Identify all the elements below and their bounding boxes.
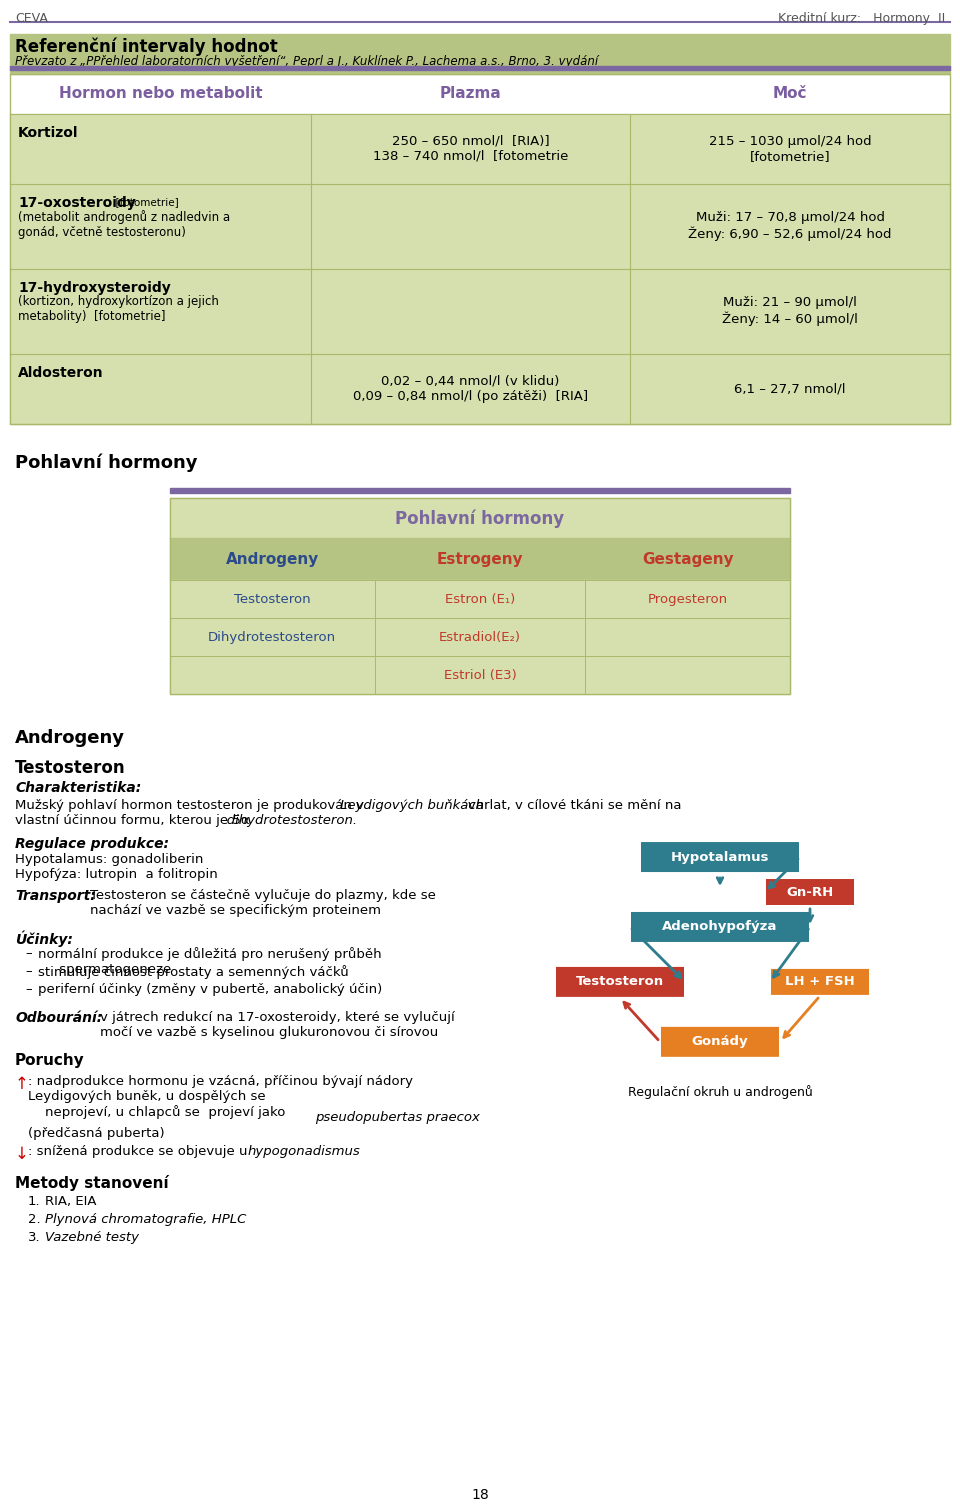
Text: varlat, v cílové tkáni se mění na: varlat, v cílové tkáni se mění na [468,800,682,812]
Text: Gonády: Gonády [692,1035,748,1048]
Text: vlastní účinnou formu, kterou je 5α: vlastní účinnou formu, kterou je 5α [15,815,250,827]
Text: Vazebné testy: Vazebné testy [45,1230,139,1244]
FancyBboxPatch shape [630,911,810,943]
Text: Pohlavní hormony: Pohlavní hormony [15,453,198,471]
Text: Androgeny: Androgeny [226,551,319,566]
Bar [170,657,790,694]
Text: Kreditní kurz:   Hormony  II: Kreditní kurz: Hormony II [778,12,945,26]
Text: Muži: 17 – 70,8 μmol/24 hod
Ženy: 6,90 – 52,6 μmol/24 hod: Muži: 17 – 70,8 μmol/24 hod Ženy: 6,90 –… [688,211,892,241]
FancyBboxPatch shape [765,878,855,907]
Bar [10,66,950,69]
Text: Estron (E₁): Estron (E₁) [444,593,516,605]
Text: : snížená produkce se objevuje u: : snížená produkce se objevuje u [28,1145,252,1158]
Text: Estradiol(E₂): Estradiol(E₂) [439,631,521,643]
Bar [10,74,950,423]
Text: -dihydrotestosteron.: -dihydrotestosteron. [222,815,357,827]
Text: Převzato z „PPřehled laboratorních vyšetření“, Peprl a J., Kuklínek P., Lachema : Převzato z „PPřehled laboratorních vyšet… [15,54,598,68]
Text: Moč: Moč [773,86,807,101]
Text: –: – [25,965,32,977]
FancyBboxPatch shape [555,965,685,998]
Bar [10,354,950,423]
Bar [170,488,790,494]
Text: –: – [25,983,32,995]
Text: (metabolit androgenů z nadledvin a
gonád, včetně testosteronu): (metabolit androgenů z nadledvin a gonád… [18,209,230,239]
Text: Hypotalamus: gonadoliberin
Hypofýza: lutropin  a folitropin: Hypotalamus: gonadoliberin Hypofýza: lut… [15,852,218,881]
FancyBboxPatch shape [660,1026,780,1057]
Text: Leydigových buňkách: Leydigových buňkách [340,800,484,812]
Text: Plazma: Plazma [440,86,501,101]
Text: ↓: ↓ [15,1145,29,1163]
Text: Pohlavní hormony: Pohlavní hormony [396,509,564,527]
Text: Testosteron: Testosteron [15,759,126,777]
Text: 18: 18 [471,1488,489,1503]
Text: Regulace produkce:: Regulace produkce: [15,837,169,851]
Text: 17-oxosteroidy: 17-oxosteroidy [18,196,135,209]
Text: Referenční intervaly hodnot: Referenční intervaly hodnot [15,38,277,56]
Text: 215 – 1030 μmol/24 hod
[fotometrie]: 215 – 1030 μmol/24 hod [fotometrie] [708,136,872,163]
Bar [10,184,950,268]
Text: 0,02 – 0,44 nmol/l (v klidu)
0,09 – 0,84 nmol/l (po zátěži)  [RIA]: 0,02 – 0,44 nmol/l (v klidu) 0,09 – 0,84… [353,375,588,402]
Text: periferní účinky (změny v pubertě, anabolický účin): periferní účinky (změny v pubertě, anabo… [38,983,382,995]
Text: Charakteristika:: Charakteristika: [15,782,141,795]
Text: Estrogeny: Estrogeny [437,551,523,566]
Text: stimuluje činnost prostaty a semenných váčků: stimuluje činnost prostaty a semenných v… [38,965,348,979]
Bar [170,619,790,657]
Text: CEVA: CEVA [15,12,48,26]
Text: Estriol (E3): Estriol (E3) [444,669,516,682]
Text: 17-hydroxysteroidy: 17-hydroxysteroidy [18,280,171,295]
Text: –: – [25,947,32,959]
Text: Metody stanovení: Metody stanovení [15,1175,169,1191]
Text: Androgeny: Androgeny [15,729,125,747]
FancyBboxPatch shape [640,840,800,873]
Text: Dihydrotestosteron: Dihydrotestosteron [208,631,336,643]
Text: ↑: ↑ [15,1075,29,1093]
FancyBboxPatch shape [770,968,870,995]
Text: Testosteron: Testosteron [576,976,664,988]
Bar [10,114,950,184]
Text: Kortizol: Kortizol [18,127,79,140]
Bar [170,498,790,539]
Text: RIA, EIA: RIA, EIA [45,1194,97,1208]
Text: Progesteron: Progesteron [648,593,728,605]
Text: normální produkce je důležitá pro nerušený průběh
     spermatogeneze: normální produkce je důležitá pro neruše… [38,947,382,976]
Text: Adenohypofýza: Adenohypofýza [662,920,778,934]
Text: : nadprodukce hormonu je vzácná, příčinou bývají nádory
Leydigových buněk, u dos: : nadprodukce hormonu je vzácná, příčino… [28,1075,413,1119]
Text: Poruchy: Poruchy [15,1053,84,1068]
Text: pseudopubertas praecox: pseudopubertas praecox [315,1111,480,1123]
Text: Testosteron: Testosteron [234,593,311,605]
Text: v játrech redukcí na 17-oxosteroidy, které se vylučují
močí ve vazbě s kyselinou: v játrech redukcí na 17-oxosteroidy, kte… [100,1011,455,1039]
Text: Plynová chromatografie, HPLC: Plynová chromatografie, HPLC [45,1212,247,1226]
Text: Muži: 21 – 90 μmol/l
Ženy: 14 – 60 μmol/l: Muži: 21 – 90 μmol/l Ženy: 14 – 60 μmol/… [722,297,858,327]
Bar [170,498,790,694]
Bar [10,268,950,354]
Bar [170,580,790,619]
Text: Gn-RH: Gn-RH [786,886,833,899]
Text: Účinky:: Účinky: [15,931,73,947]
Text: Transport:: Transport: [15,889,96,904]
Text: (předčasná puberta): (předčasná puberta) [28,1126,164,1140]
Text: 1.: 1. [28,1194,40,1208]
Text: Regulační okruh u androgenů: Regulační okruh u androgenů [628,1084,812,1099]
Text: 250 – 650 nmol/l  [RIA)]
138 – 740 nmol/l  [fotometrie: 250 – 650 nmol/l [RIA)] 138 – 740 nmol/l… [372,136,568,163]
Text: Odbourání:: Odbourání: [15,1011,103,1026]
Text: Aldosteron: Aldosteron [18,366,104,380]
Text: Mužský pohlaví hormon testosteron je produkován v: Mužský pohlaví hormon testosteron je pro… [15,800,369,812]
Bar [10,35,950,74]
Bar [170,539,790,580]
Text: Hypotalamus: Hypotalamus [671,851,769,863]
Text: LH + FSH: LH + FSH [785,976,854,988]
Text: 3.: 3. [28,1230,40,1244]
Text: Hormon nebo metabolit: Hormon nebo metabolit [59,86,262,101]
Text: Gestageny: Gestageny [642,551,733,566]
Text: hypogonadismus: hypogonadismus [248,1145,361,1158]
Text: [fotometrie]: [fotometrie] [109,197,179,206]
Text: 6,1 – 27,7 nmol/l: 6,1 – 27,7 nmol/l [734,383,846,395]
Text: (kortizon, hydroxykortízon a jejich
metabolity)  [fotometrie]: (kortizon, hydroxykortízon a jejich meta… [18,295,219,322]
Text: 2.: 2. [28,1212,40,1226]
Text: Testosteron se částečně vylučuje do plazmy, kde se
nachází ve vazbě se specifick: Testosteron se částečně vylučuje do plaz… [90,889,436,917]
